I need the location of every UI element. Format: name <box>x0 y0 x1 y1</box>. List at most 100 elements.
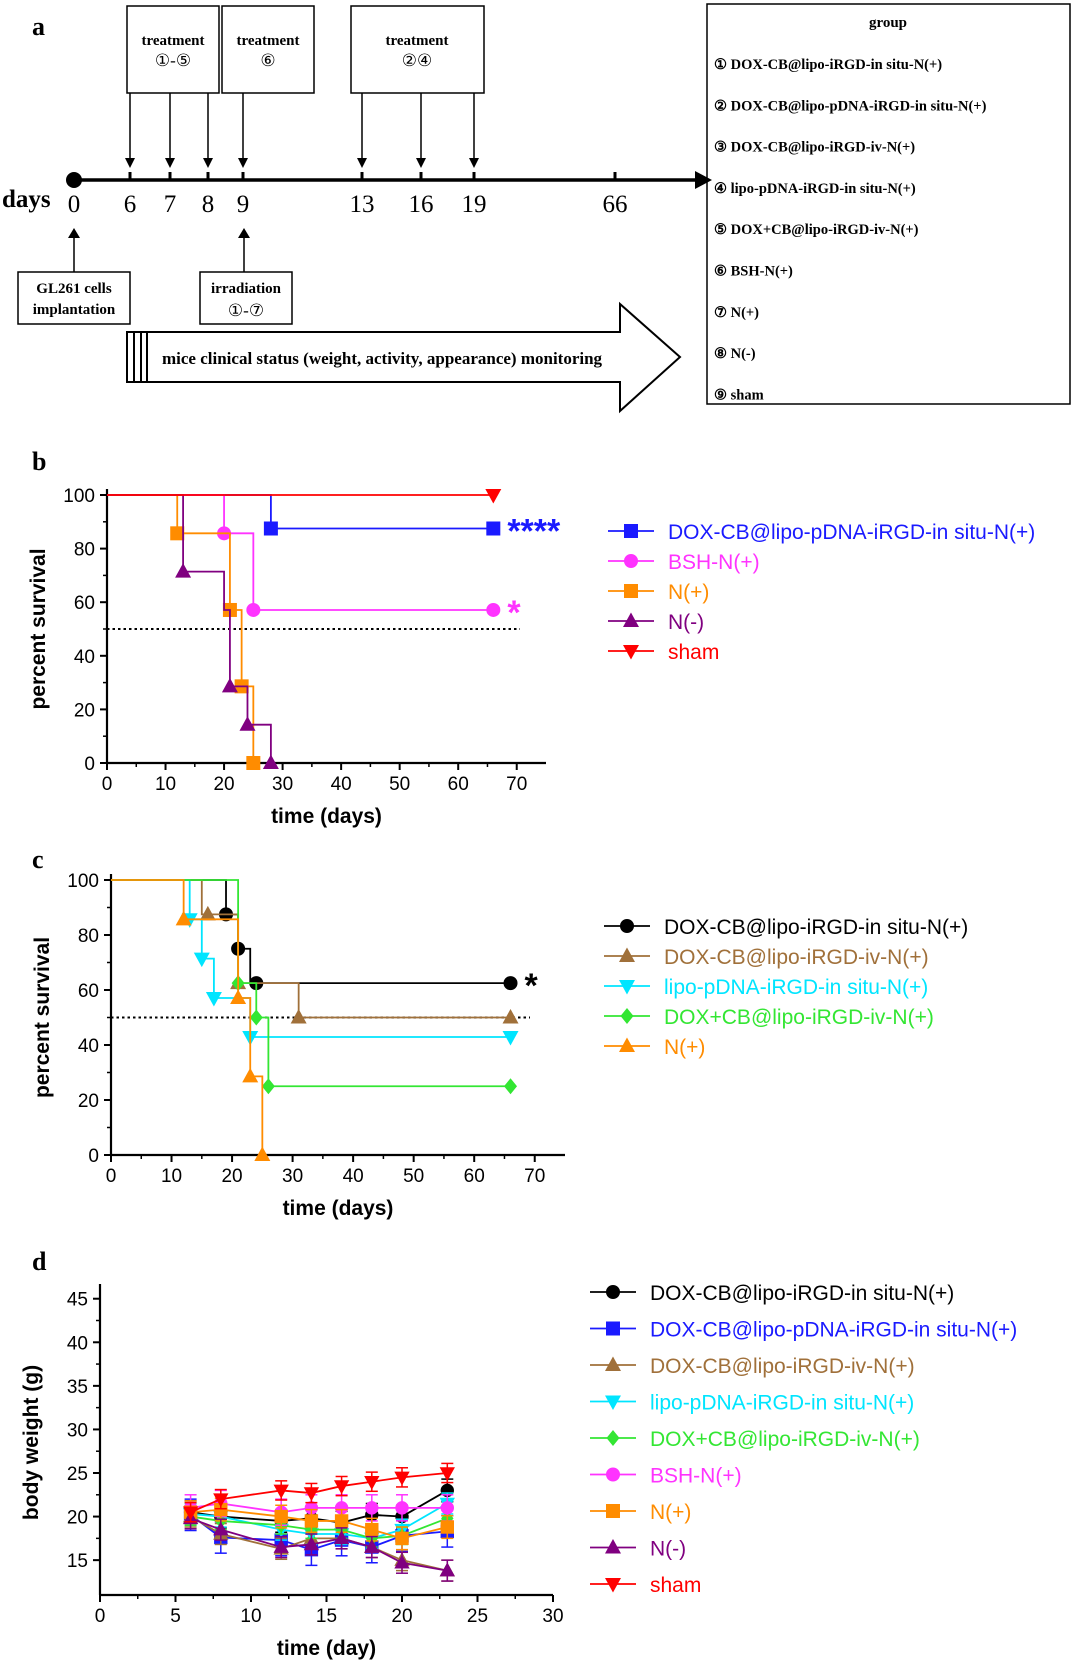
weight-line <box>190 1517 448 1572</box>
legend-marker <box>606 1430 620 1446</box>
group-legend-box <box>706 3 1071 405</box>
survival-step-line <box>107 494 494 530</box>
x-tick-label: 10 <box>161 1166 182 1187</box>
day-tick-label: 7 <box>164 191 177 218</box>
legend-label: sham <box>650 1574 701 1597</box>
significance-mark: * <box>525 967 539 1005</box>
legend-label: lipo-pDNA-iRGD-in situ-N(+) <box>650 1392 914 1415</box>
panel-label-a: a <box>32 12 45 41</box>
data-point <box>333 1480 350 1495</box>
survival-step-line <box>111 879 511 985</box>
x-tick-label: 50 <box>403 1166 424 1187</box>
series-4 <box>111 879 271 1162</box>
legend-label: DOX+CB@lipo-iRGD-iv-N(+) <box>650 1428 920 1451</box>
treatment-box-2 <box>221 5 315 94</box>
legend-marker <box>623 644 639 660</box>
group-item: ⑦ N(+) <box>714 305 759 321</box>
implantation-box <box>17 271 131 325</box>
data-point <box>395 1531 409 1546</box>
data-point <box>249 1009 263 1026</box>
weight-line <box>190 1502 448 1540</box>
legend-label: N(+) <box>668 581 709 604</box>
legend-marker <box>605 1538 621 1554</box>
legend-label: N(+) <box>650 1501 691 1524</box>
data-point <box>221 677 238 693</box>
x-tick-label: 30 <box>282 1166 303 1187</box>
series-3 <box>111 879 518 1095</box>
group-item: ② DOX-CB@lipo-pDNA-iRGD-in situ-N(+) <box>714 98 987 114</box>
legend-marker <box>606 1467 620 1482</box>
irradiation-line-2: ①-⑦ <box>228 301 264 320</box>
day-tick-label: 19 <box>462 191 487 218</box>
legend-marker <box>619 947 635 963</box>
y-tick-label: 100 <box>67 871 99 892</box>
y-axis-label: body weight (g) <box>20 1365 43 1520</box>
legend-label: DOX-CB@lipo-iRGD-iv-N(+) <box>664 946 929 969</box>
series-0: * <box>111 879 539 1005</box>
y-tick-label: 30 <box>67 1420 88 1441</box>
monitoring-text: mice clinical status (weight, activity, … <box>162 349 603 368</box>
treatment-arrowhead <box>238 158 248 168</box>
x-tick-label: 0 <box>106 1166 117 1187</box>
survival-step-line <box>107 494 272 763</box>
treatment-arrowhead <box>416 158 426 168</box>
data-point <box>175 563 192 578</box>
data-point <box>486 521 501 536</box>
group-item: ⑨ sham <box>714 387 764 403</box>
legend-marker <box>605 1395 621 1411</box>
group-item: ⑤ DOX+CB@lipo-iRGD-iv-N(+) <box>714 222 919 238</box>
survival-step-line <box>107 494 494 611</box>
data-point <box>170 526 185 541</box>
legend-marker <box>606 1321 620 1336</box>
x-tick-label: 20 <box>213 774 234 795</box>
x-tick-label: 60 <box>464 1166 485 1187</box>
x-tick-label: 0 <box>102 774 113 795</box>
treatment-box-1-title: treatment <box>141 33 204 49</box>
y-tick-label: 0 <box>88 1146 99 1167</box>
survival-step-line <box>111 879 511 1088</box>
legend-marker <box>620 1008 634 1024</box>
series-2 <box>111 879 519 1046</box>
data-point <box>502 1031 519 1046</box>
y-tick-label: 35 <box>67 1377 88 1398</box>
irradiation-arrowhead <box>238 228 250 238</box>
legend-marker <box>606 1285 620 1299</box>
legend-marker <box>605 1356 621 1372</box>
x-tick-label: 10 <box>155 774 176 795</box>
data-point <box>394 1554 410 1569</box>
x-tick-label: 0 <box>95 1606 106 1627</box>
x-axis-label: time (days) <box>283 1197 394 1220</box>
y-axis-label: percent survival <box>31 937 54 1098</box>
series-3 <box>107 494 279 770</box>
data-point <box>193 952 210 968</box>
treatment-box-2-groups: ⑥ <box>260 51 275 70</box>
survival-step-line <box>111 879 511 1038</box>
panel-c-survival-chart: c 0 10 20 30 40 50 60 70 0 20 40 60 80 100 time (days)… <box>31 845 968 1220</box>
group-list: ① DOX-CB@lipo-iRGD-in situ-N(+) ② DOX-CB@… <box>714 57 987 403</box>
x-tick-label: 70 <box>524 1166 545 1187</box>
weight-line <box>190 1515 448 1572</box>
y-tick-label: 20 <box>67 1508 88 1529</box>
legend-label: N(-) <box>668 611 704 634</box>
data-point <box>334 1514 349 1528</box>
series-4 <box>107 488 502 504</box>
legend-label: BSH-N(+) <box>668 551 760 574</box>
y-tick-label: 40 <box>74 647 95 668</box>
implantation-arrowhead <box>68 228 80 238</box>
data-point <box>242 1067 259 1083</box>
data-point <box>246 602 261 617</box>
data-point <box>213 1521 229 1536</box>
significance-mark: **** <box>507 513 561 551</box>
implantation-line-1: GL261 cells <box>36 281 112 297</box>
data-point <box>290 1008 307 1024</box>
data-point <box>239 716 256 731</box>
data-point <box>273 1484 289 1499</box>
monitoring-arrow <box>126 301 682 414</box>
legend-label: DOX+CB@lipo-iRGD-iv-N(+) <box>664 1006 934 1029</box>
timeline-start-dot <box>66 172 82 188</box>
x-tick-label: 15 <box>316 1606 337 1627</box>
data-point <box>175 910 192 926</box>
group-item: ① DOX-CB@lipo-iRGD-in situ-N(+) <box>714 57 942 73</box>
x-tick-label: 70 <box>506 774 527 795</box>
y-tick-label: 25 <box>67 1464 88 1485</box>
